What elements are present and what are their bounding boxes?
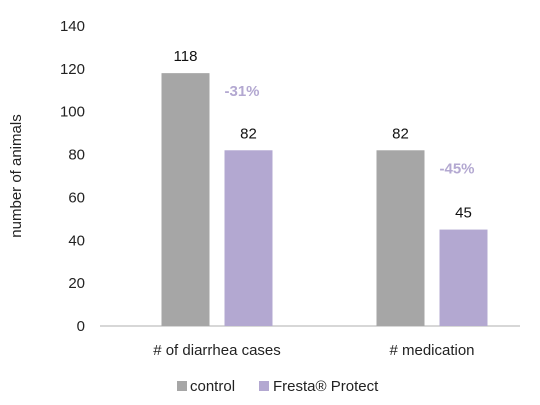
category-label: # medication (389, 342, 474, 359)
y-tick-label: 20 (68, 275, 85, 292)
annotations: -31% -45% (224, 83, 474, 177)
y-tick-label: 100 (60, 104, 85, 121)
legend-label: Fresta® Protect (273, 378, 379, 395)
y-tick-label: 120 (60, 61, 85, 78)
data-label: 82 (240, 125, 257, 142)
y-tick-label: 0 (77, 318, 85, 335)
bars (161, 73, 488, 327)
y-tick-label: 80 (68, 147, 85, 164)
y-tick-label: 60 (68, 189, 85, 206)
bar-control-1 (376, 150, 425, 326)
data-label: 118 (174, 48, 198, 65)
y-axis-ticks: 0 20 40 60 80 100 120 140 (60, 18, 85, 335)
category-label: # of diarrhea cases (153, 342, 281, 359)
data-label: 45 (455, 205, 472, 222)
percent-change-annotation: -31% (224, 83, 259, 100)
legend: control Fresta® Protect (177, 378, 379, 395)
legend-label: control (190, 378, 235, 395)
category-labels: # of diarrhea cases # medication (153, 342, 474, 359)
y-tick-label: 40 (68, 232, 85, 249)
legend-swatch (177, 381, 187, 391)
y-axis-label: number of animals (8, 114, 25, 237)
percent-change-annotation: -45% (439, 160, 474, 177)
bar-control-0 (161, 73, 210, 327)
y-tick-label: 140 (60, 18, 85, 35)
data-labels: 118 82 82 45 (174, 48, 472, 221)
data-label: 82 (392, 125, 409, 142)
bar-fresta-protect-1 (439, 229, 488, 326)
legend-swatch (259, 381, 269, 391)
bar-fresta-protect-0 (224, 150, 273, 326)
